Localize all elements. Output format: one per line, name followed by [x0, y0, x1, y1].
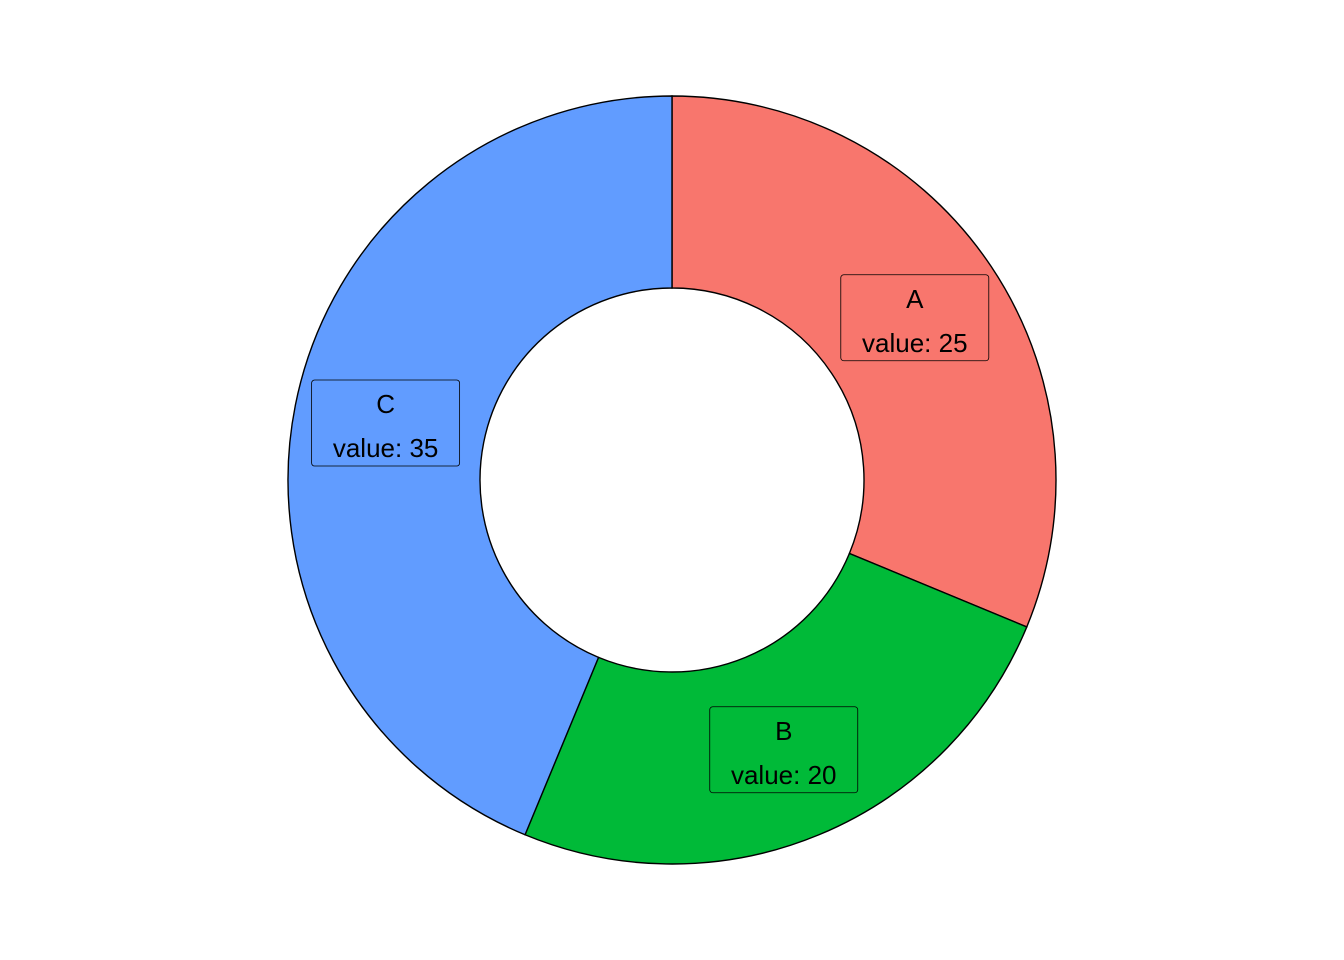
- slice-name-label: B: [775, 716, 792, 746]
- slices-layer: [287, 95, 1057, 865]
- label-box: [709, 706, 859, 794]
- slice-value-label: value: 35: [333, 433, 439, 463]
- slice-name-label: A: [906, 284, 924, 314]
- slice-c: [287, 95, 673, 836]
- label-box: [840, 274, 990, 362]
- slice-a: [671, 95, 1057, 628]
- slice-value-label: value: 20: [731, 760, 837, 790]
- slice-value-label: value: 25: [862, 328, 968, 358]
- label-box: [311, 379, 461, 467]
- slice-name-label: C: [376, 389, 395, 419]
